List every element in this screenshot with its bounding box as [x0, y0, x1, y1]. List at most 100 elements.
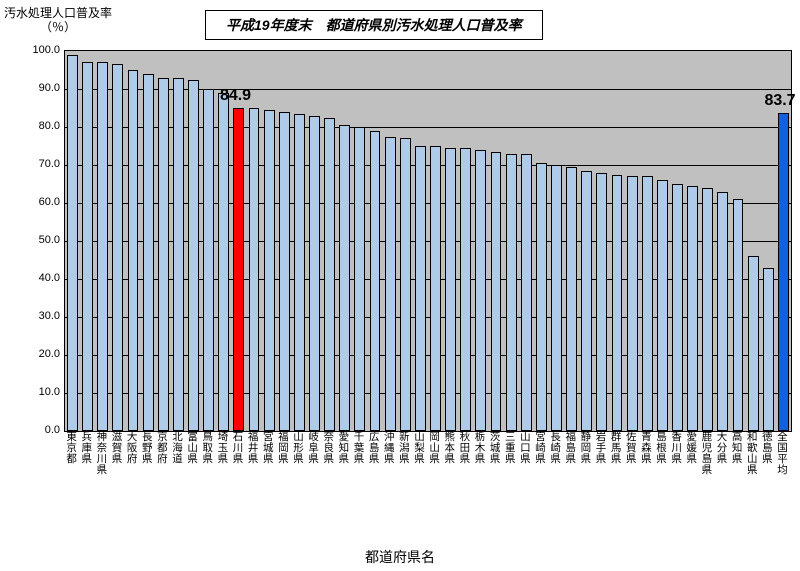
y-tick-label: 40.0 — [26, 272, 60, 284]
x-tick-label: 石川県 — [230, 432, 245, 532]
bar — [294, 114, 305, 431]
x-tick-label: 奈良県 — [321, 432, 336, 532]
bar — [82, 62, 93, 431]
bar — [370, 131, 381, 431]
x-tick-label: 島根県 — [654, 432, 669, 532]
x-tick-label: 福岡県 — [276, 432, 291, 532]
bar — [445, 148, 456, 431]
bar — [672, 184, 683, 431]
bar — [475, 150, 486, 431]
bar — [143, 74, 154, 431]
chart-title: 平成19年度末 都道府県別汚水処理人口普及率 — [205, 10, 543, 40]
x-axis-labels: 東京都兵庫県神奈川県滋賀県大阪府長野県京都府北海道富山県鳥取県埼玉県石川県福井県… — [64, 432, 790, 532]
bar — [778, 113, 789, 431]
bar — [612, 175, 623, 432]
x-tick-label: 長崎県 — [548, 432, 563, 532]
x-tick-label: 大分県 — [714, 432, 729, 532]
x-tick-label: 千葉県 — [351, 432, 366, 532]
x-tick-label: 群馬県 — [609, 432, 624, 532]
y-tick-label: 60.0 — [26, 196, 60, 208]
bar — [506, 154, 517, 431]
bar — [324, 118, 335, 432]
bar — [233, 108, 244, 431]
y-axis-title-2: （％） — [40, 20, 76, 34]
bar — [354, 127, 365, 431]
x-tick-label: 秋田県 — [457, 432, 472, 532]
y-tick-label: 50.0 — [26, 234, 60, 246]
x-axis-title: 都道府県名 — [365, 547, 435, 567]
bar — [536, 163, 547, 431]
bar — [97, 62, 108, 431]
x-tick-label: 京都府 — [155, 432, 170, 532]
bar — [596, 173, 607, 431]
bar — [748, 256, 759, 431]
x-tick-label: 北海道 — [170, 432, 185, 532]
x-tick-label: 全国平均 — [775, 432, 790, 532]
x-tick-label: 大阪府 — [125, 432, 140, 532]
bar — [309, 116, 320, 431]
bar — [430, 146, 441, 431]
y-tick-label: 0.0 — [26, 424, 60, 436]
plot-area — [64, 50, 792, 432]
bar — [642, 176, 653, 431]
y-tick-label: 90.0 — [26, 82, 60, 94]
x-tick-label: 高知県 — [730, 432, 745, 532]
x-tick-label: 福井県 — [246, 432, 261, 532]
y-axis-title-1: 汚水処理人口普及率 — [4, 6, 112, 20]
x-tick-label: 青森県 — [639, 432, 654, 532]
bar — [67, 55, 78, 431]
bar — [627, 176, 638, 431]
bar — [521, 154, 532, 431]
x-tick-label: 福島県 — [563, 432, 578, 532]
x-tick-label: 埼玉県 — [215, 432, 230, 532]
callout-highlight-2: 83.7 — [764, 92, 795, 110]
x-tick-label: 長野県 — [140, 432, 155, 532]
bar — [702, 188, 713, 431]
bar — [581, 171, 592, 431]
bar — [717, 192, 728, 431]
x-tick-label: 和歌山県 — [745, 432, 760, 532]
bar — [158, 78, 169, 431]
bar — [460, 148, 471, 431]
bar — [551, 165, 562, 431]
y-tick-label: 70.0 — [26, 158, 60, 170]
bar — [279, 112, 290, 431]
x-tick-label: 山形県 — [291, 432, 306, 532]
x-tick-label: 愛媛県 — [684, 432, 699, 532]
x-tick-label: 岩手県 — [593, 432, 608, 532]
bar — [763, 268, 774, 431]
x-tick-label: 愛知県 — [336, 432, 351, 532]
x-tick-label: 滋賀県 — [109, 432, 124, 532]
y-tick-label: 80.0 — [26, 120, 60, 132]
x-tick-label: 沖縄県 — [382, 432, 397, 532]
bar — [264, 110, 275, 431]
bar — [339, 125, 350, 431]
x-tick-label: 宮城県 — [261, 432, 276, 532]
callout-highlight-1: 84.9 — [220, 87, 251, 105]
bar — [566, 167, 577, 431]
bar — [112, 64, 123, 431]
x-tick-label: 富山県 — [185, 432, 200, 532]
x-tick-label: 広島県 — [367, 432, 382, 532]
x-tick-label: 徳島県 — [760, 432, 775, 532]
x-tick-label: 山梨県 — [412, 432, 427, 532]
bar — [203, 89, 214, 431]
bar — [687, 186, 698, 431]
y-tick-label: 30.0 — [26, 310, 60, 322]
y-tick-label: 100.0 — [26, 44, 60, 56]
x-tick-label: 山口県 — [518, 432, 533, 532]
bar — [249, 108, 260, 431]
bar — [128, 70, 139, 431]
x-tick-label: 香川県 — [669, 432, 684, 532]
x-tick-label: 宮崎県 — [533, 432, 548, 532]
bar — [173, 78, 184, 431]
x-tick-label: 佐賀県 — [624, 432, 639, 532]
x-tick-label: 鹿児島県 — [699, 432, 714, 532]
bar — [657, 180, 668, 431]
x-tick-label: 三重県 — [503, 432, 518, 532]
bar — [415, 146, 426, 431]
x-tick-label: 岡山県 — [427, 432, 442, 532]
x-tick-label: 静岡県 — [578, 432, 593, 532]
y-tick-label: 20.0 — [26, 348, 60, 360]
y-tick-label: 10.0 — [26, 386, 60, 398]
